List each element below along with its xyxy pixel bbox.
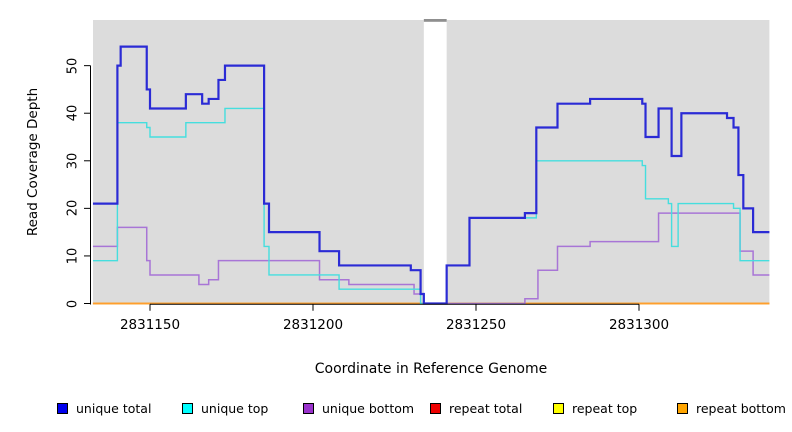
legend-label: repeat top bbox=[572, 400, 638, 416]
y-tick-label: 40 bbox=[65, 104, 81, 122]
x-tick-label: 2831150 bbox=[119, 317, 181, 333]
y-axis-title: Read Coverage Depth bbox=[25, 87, 41, 237]
legend-swatch bbox=[677, 402, 688, 414]
legend: unique total unique top unique bottom repea… bbox=[0, 398, 792, 422]
legend-item-unique-bottom: unique bottom bbox=[303, 398, 414, 418]
legend-item-repeat-top: repeat top bbox=[553, 398, 637, 418]
legend-swatch bbox=[553, 402, 564, 414]
legend-label: repeat total bbox=[449, 400, 523, 416]
legend-item-unique-total: unique total bbox=[57, 398, 151, 418]
legend-label: repeat bottom bbox=[696, 400, 786, 416]
y-tick-label: 10 bbox=[65, 247, 81, 265]
x-axis-title: Coordinate in Reference Genome bbox=[314, 361, 548, 377]
legend-label: unique bottom bbox=[322, 400, 415, 416]
legend-swatch bbox=[303, 402, 314, 414]
legend-swatch bbox=[182, 402, 193, 414]
y-tick-label: 30 bbox=[65, 152, 81, 170]
legend-swatch bbox=[430, 402, 441, 414]
x-tick-label: 2831300 bbox=[608, 317, 670, 333]
legend-item-repeat-total: repeat total bbox=[430, 398, 522, 418]
y-tick-label: 0 bbox=[65, 299, 81, 308]
x-tick-label: 2831250 bbox=[445, 317, 507, 333]
x-tick-label: 2831200 bbox=[282, 317, 344, 333]
legend-swatch bbox=[57, 402, 68, 414]
gap-band-top-cap bbox=[423, 19, 447, 22]
y-tick-label: 20 bbox=[65, 200, 81, 217]
legend-label: unique top bbox=[201, 400, 269, 416]
series-line-unique-total bbox=[92, 45, 770, 305]
legend-label: unique total bbox=[76, 400, 152, 416]
legend-item-repeat-bottom: repeat bottom bbox=[677, 398, 786, 418]
coverage-gap-band bbox=[423, 20, 447, 305]
y-tick-label: 50 bbox=[65, 57, 81, 74]
legend-item-unique-top: unique top bbox=[182, 398, 268, 418]
